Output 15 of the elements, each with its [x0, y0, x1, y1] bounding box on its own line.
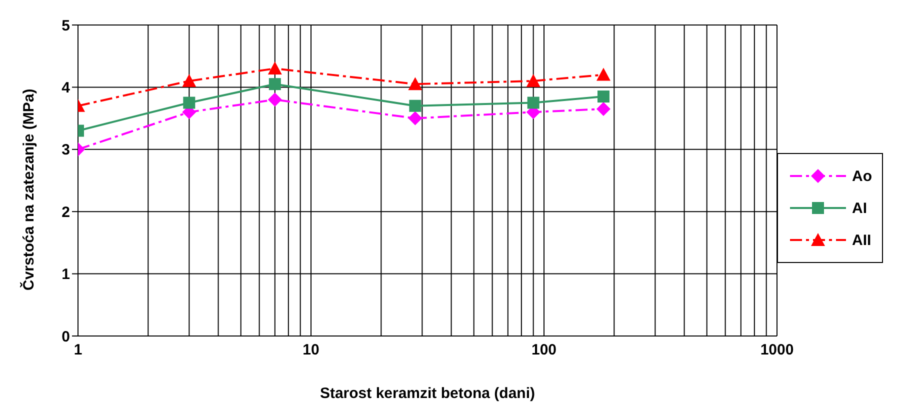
legend-label: AI: [852, 200, 867, 216]
y-tick-label: 4: [62, 80, 71, 97]
legend-label: Ao: [852, 168, 872, 184]
x-tick-label: 10: [302, 342, 320, 359]
y-tick-label: 2: [62, 204, 70, 221]
y-tick-label: 5: [62, 17, 70, 34]
x-axis-title: Starost keramzit betona (dani): [320, 385, 536, 402]
y-tick-label: 1: [62, 266, 70, 284]
x-tick-label: 1: [74, 342, 82, 359]
legend-label: AII: [852, 232, 872, 248]
x-tick-label: 1000: [760, 342, 794, 359]
y-tick-label: 0: [62, 328, 70, 346]
x-tick-label: 100: [531, 342, 557, 359]
y-tick-label: 3: [62, 142, 70, 159]
y-axis-title: Čvrstoća na zatezanje (MPa): [19, 88, 38, 290]
